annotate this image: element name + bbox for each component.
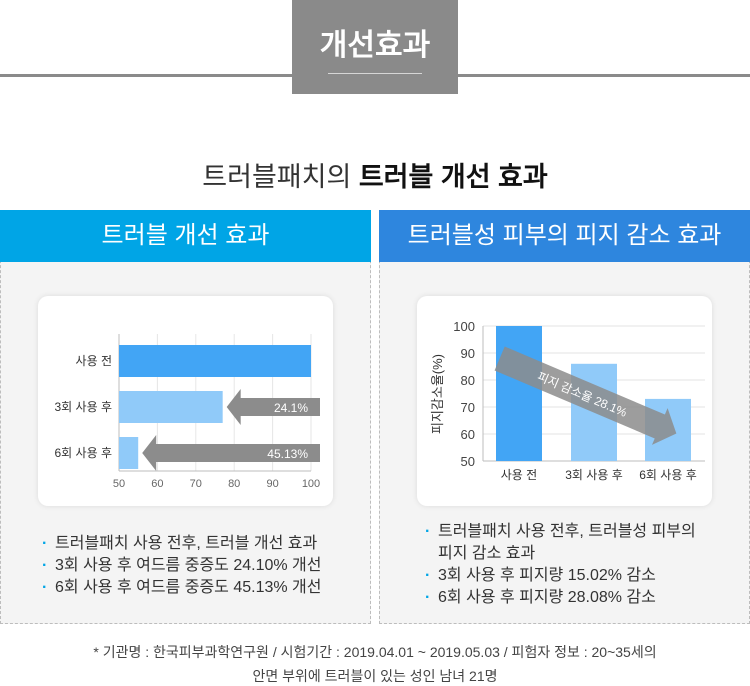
footnote: * 기관명 : 한국피부과학연구원 / 시험기간 : 2019.04.01 ~ … xyxy=(0,640,750,686)
headline-bold: 트러블 개선 효과 xyxy=(358,162,548,192)
list-item: · 6회 사용 후 피지량 28.08% 감소 xyxy=(422,587,722,609)
bullet-dot-icon: · xyxy=(425,523,431,540)
left-arrow-icon xyxy=(142,435,320,471)
list-item: · 트러블패치 사용 전후, 트러블성 피부의 xyxy=(422,521,722,543)
horizontal-bar-chart: 50 60 70 80 90 100 사용 전 3회 사용 후 6회 사용 후 24.1% 45.1… xyxy=(54,334,320,490)
category-label: 6회 사용 후 xyxy=(639,468,697,482)
badge-underline xyxy=(328,73,422,74)
x-tick-label: 90 xyxy=(266,478,278,490)
list-item: · 트러블패치 사용 전후, 트러블 개선 효과 xyxy=(39,533,321,555)
left-bullet-list: · 트러블패치 사용 전후, 트러블 개선 효과 · 3회 사용 후 여드름 중증도… xyxy=(39,533,321,599)
x-tick-label: 70 xyxy=(190,478,202,490)
y-tick-label: 80 xyxy=(461,373,475,388)
bar xyxy=(119,437,139,469)
x-tick-label: 80 xyxy=(228,478,240,490)
y-tick-label: 70 xyxy=(461,400,475,415)
left-panel: 트러블 개선 효과 50 60 70 80 90 100 사용 전 3회 사용 후 6회 사용 … xyxy=(0,210,371,624)
y-tick-label: 100 xyxy=(453,319,475,334)
list-item: 피지 감소 효과 xyxy=(438,545,536,562)
section-title: 개선효과 xyxy=(319,29,431,62)
y-axis-label: 피지감소율(%) xyxy=(430,354,445,434)
category-label: 3회 사용 후 xyxy=(54,400,112,414)
bullet-dot-icon: · xyxy=(425,567,431,584)
down-right-arrow-icon xyxy=(494,346,677,445)
arrow-annotation: 45.13% xyxy=(267,447,308,461)
footnote-line-1: * 기관명 : 한국피부과학연구원 / 시험기간 : 2019.04.01 ~ … xyxy=(93,644,657,660)
x-tick-label: 100 xyxy=(302,478,320,490)
right-panel-title: 트러블성 피부의 피지 감소 효과 xyxy=(379,210,750,262)
arrow-annotation: 24.1% xyxy=(274,401,308,415)
bullet-dot-icon: · xyxy=(42,557,48,574)
left-panel-title: 트러블 개선 효과 xyxy=(0,210,371,262)
right-chart-card: 50 60 70 80 90 100 사용 전 3회 사용 후 6회 사용 후 피지감소율(%) 피… xyxy=(417,296,712,506)
headline-prefix: 트러블패치의 xyxy=(202,162,359,192)
list-item: · 6회 사용 후 여드름 중증도 45.13% 개선 xyxy=(39,577,321,599)
left-arrow-icon xyxy=(226,389,320,425)
bullet-dot-icon: · xyxy=(42,535,48,552)
x-tick-label: 60 xyxy=(151,478,163,490)
bar xyxy=(496,326,542,461)
footnote-line-2: 안면 부위에 트러블이 있는 성인 남녀 21명 xyxy=(252,668,498,684)
category-label: 3회 사용 후 xyxy=(565,468,623,482)
bar xyxy=(119,345,311,377)
right-panel: 트러블성 피부의 피지 감소 효과 50 60 70 80 90 100 사용 전 3회 사용… xyxy=(379,210,750,624)
category-label: 사용 전 xyxy=(76,354,112,368)
y-tick-label: 60 xyxy=(461,427,475,442)
x-tick-label: 50 xyxy=(113,478,125,490)
category-label: 사용 전 xyxy=(501,468,537,482)
bullet-dot-icon: · xyxy=(42,579,48,596)
headline: 트러블패치의 트러블 개선 효과 xyxy=(0,155,750,194)
category-label: 6회 사용 후 xyxy=(54,446,112,460)
right-bullet-list: · 트러블패치 사용 전후, 트러블성 피부의 피지 감소 효과 · 3회 사용 후… xyxy=(422,521,722,609)
y-tick-label: 50 xyxy=(461,454,475,469)
left-chart-card: 50 60 70 80 90 100 사용 전 3회 사용 후 6회 사용 후 24.1% 45.1… xyxy=(38,296,333,506)
bar xyxy=(119,391,223,423)
bullet-dot-icon: · xyxy=(425,589,431,606)
section-badge: 개선효과 xyxy=(292,0,458,94)
list-item: · 3회 사용 후 여드름 중증도 24.10% 개선 xyxy=(39,555,321,577)
list-item: · 3회 사용 후 피지량 15.02% 감소 xyxy=(422,565,722,587)
y-tick-label: 90 xyxy=(461,346,475,361)
